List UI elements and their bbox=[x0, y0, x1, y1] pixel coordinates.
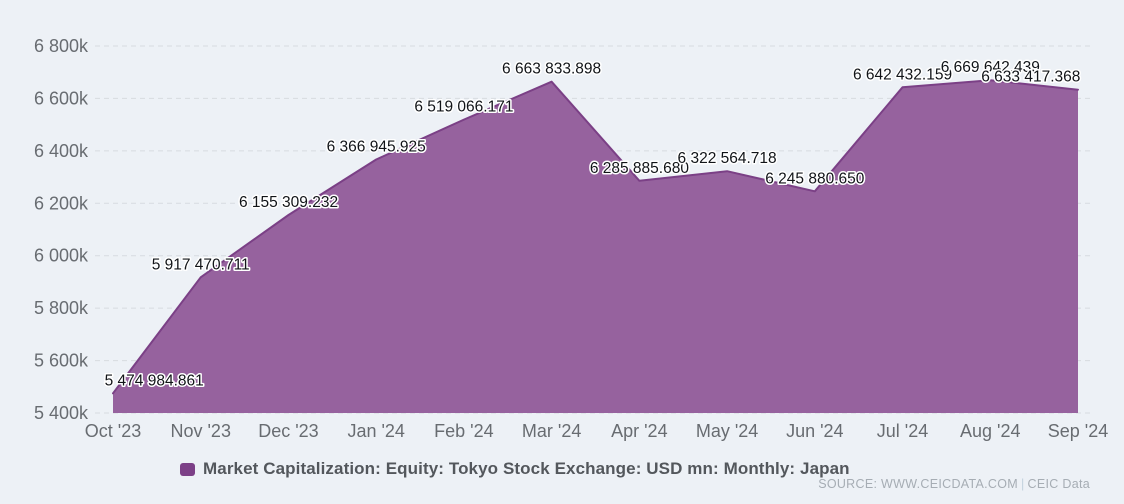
x-axis-tick-label: Mar '24 bbox=[522, 421, 581, 441]
legend-item[interactable]: Market Capitalization: Equity: Tokyo Sto… bbox=[180, 459, 850, 479]
data-label: 6 366 945.925 bbox=[327, 139, 426, 156]
x-axis-tick-label: Jan '24 bbox=[347, 421, 404, 441]
source-separator: | bbox=[1020, 477, 1025, 491]
data-label: 6 285 885.680 bbox=[590, 160, 690, 177]
x-axis-tick-label: Jul '24 bbox=[877, 421, 928, 441]
data-label: 6 663 833.898 bbox=[502, 61, 601, 78]
y-axis-tick-label: 6 000k bbox=[34, 246, 89, 266]
area-series-line bbox=[112, 79, 1079, 395]
x-axis-tick-label: Apr '24 bbox=[611, 421, 667, 441]
data-label: 6 519 066.171 bbox=[414, 99, 513, 116]
legend-swatch-icon bbox=[180, 462, 195, 476]
data-label: 6 322 564.718 bbox=[678, 150, 777, 167]
data-label: 5 474 984.861 bbox=[105, 372, 204, 389]
data-label: 6 245 880.650 bbox=[765, 170, 865, 187]
area-series-fill[interactable] bbox=[113, 80, 1078, 413]
y-axis-tick-label: 6 800k bbox=[34, 36, 89, 56]
x-axis-tick-label: Feb '24 bbox=[434, 421, 493, 441]
y-axis-tick-label: 6 400k bbox=[34, 141, 89, 161]
x-axis-tick-label: Oct '23 bbox=[85, 421, 141, 441]
source-brand: CEIC Data bbox=[1027, 477, 1090, 491]
source-url: SOURCE: WWW.CEICDATA.COM bbox=[818, 477, 1018, 491]
y-axis-tick-label: 5 400k bbox=[34, 403, 89, 423]
x-axis-tick-label: Nov '23 bbox=[170, 421, 230, 441]
source-attribution: SOURCE: WWW.CEICDATA.COM | CEIC Data bbox=[818, 477, 1090, 491]
data-label: 5 917 470.711 bbox=[152, 256, 250, 273]
y-axis-tick-label: 6 600k bbox=[34, 88, 89, 108]
data-label: 6 633 417.368 bbox=[981, 69, 1080, 86]
legend-label: Market Capitalization: Equity: Tokyo Sto… bbox=[203, 459, 850, 478]
x-axis-tick-label: Jun '24 bbox=[786, 421, 843, 441]
data-label: 6 669 642.439 bbox=[941, 59, 1040, 76]
y-axis-tick-label: 6 200k bbox=[34, 193, 89, 213]
x-axis-tick-label: Aug '24 bbox=[960, 421, 1021, 441]
data-label: 6 155 309.232 bbox=[239, 194, 338, 211]
y-axis-tick-label: 5 600k bbox=[34, 351, 89, 371]
x-axis-tick-label: Dec '23 bbox=[258, 421, 318, 441]
x-axis-tick-label: Sep '24 bbox=[1048, 421, 1109, 441]
x-axis-tick-label: May '24 bbox=[696, 421, 758, 441]
data-label: 6 642 432.159 bbox=[853, 66, 952, 83]
y-axis-tick-label: 5 800k bbox=[34, 298, 89, 318]
area-chart-canvas: 5 400k 5 600k 5 800k 6 000k 6 200k 6 400k 6 60… bbox=[34, 36, 1109, 441]
